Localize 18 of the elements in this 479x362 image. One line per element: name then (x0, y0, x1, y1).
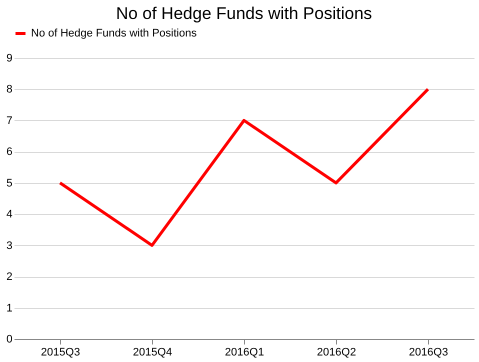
line-series (58, 88, 430, 247)
x-tick-label: 2015Q4 (132, 346, 172, 358)
y-tick-label: 0 (6, 334, 12, 346)
y-tick-label: 7 (6, 114, 12, 127)
x-tick-label: 2016Q1 (224, 346, 264, 358)
y-tick-label: 6 (6, 146, 12, 158)
x-tick-label: 2016Q2 (316, 346, 356, 358)
legend-label: No of Hedge Funds with Positions (31, 28, 198, 40)
y-tick-label: 4 (6, 208, 12, 221)
y-tick-label: 2 (6, 271, 12, 284)
y-tick-label: 1 (6, 302, 12, 314)
x-tick-label: 2016Q3 (408, 346, 448, 358)
x-tick-label: 2015Q3 (40, 346, 80, 358)
y-tick-label: 5 (6, 177, 12, 190)
y-tick-label: 8 (6, 84, 12, 96)
y-tick-label: 3 (6, 240, 12, 252)
y-tick-label: 9 (6, 52, 12, 64)
chart-title: No of Hedge Funds with Positions (116, 4, 372, 23)
